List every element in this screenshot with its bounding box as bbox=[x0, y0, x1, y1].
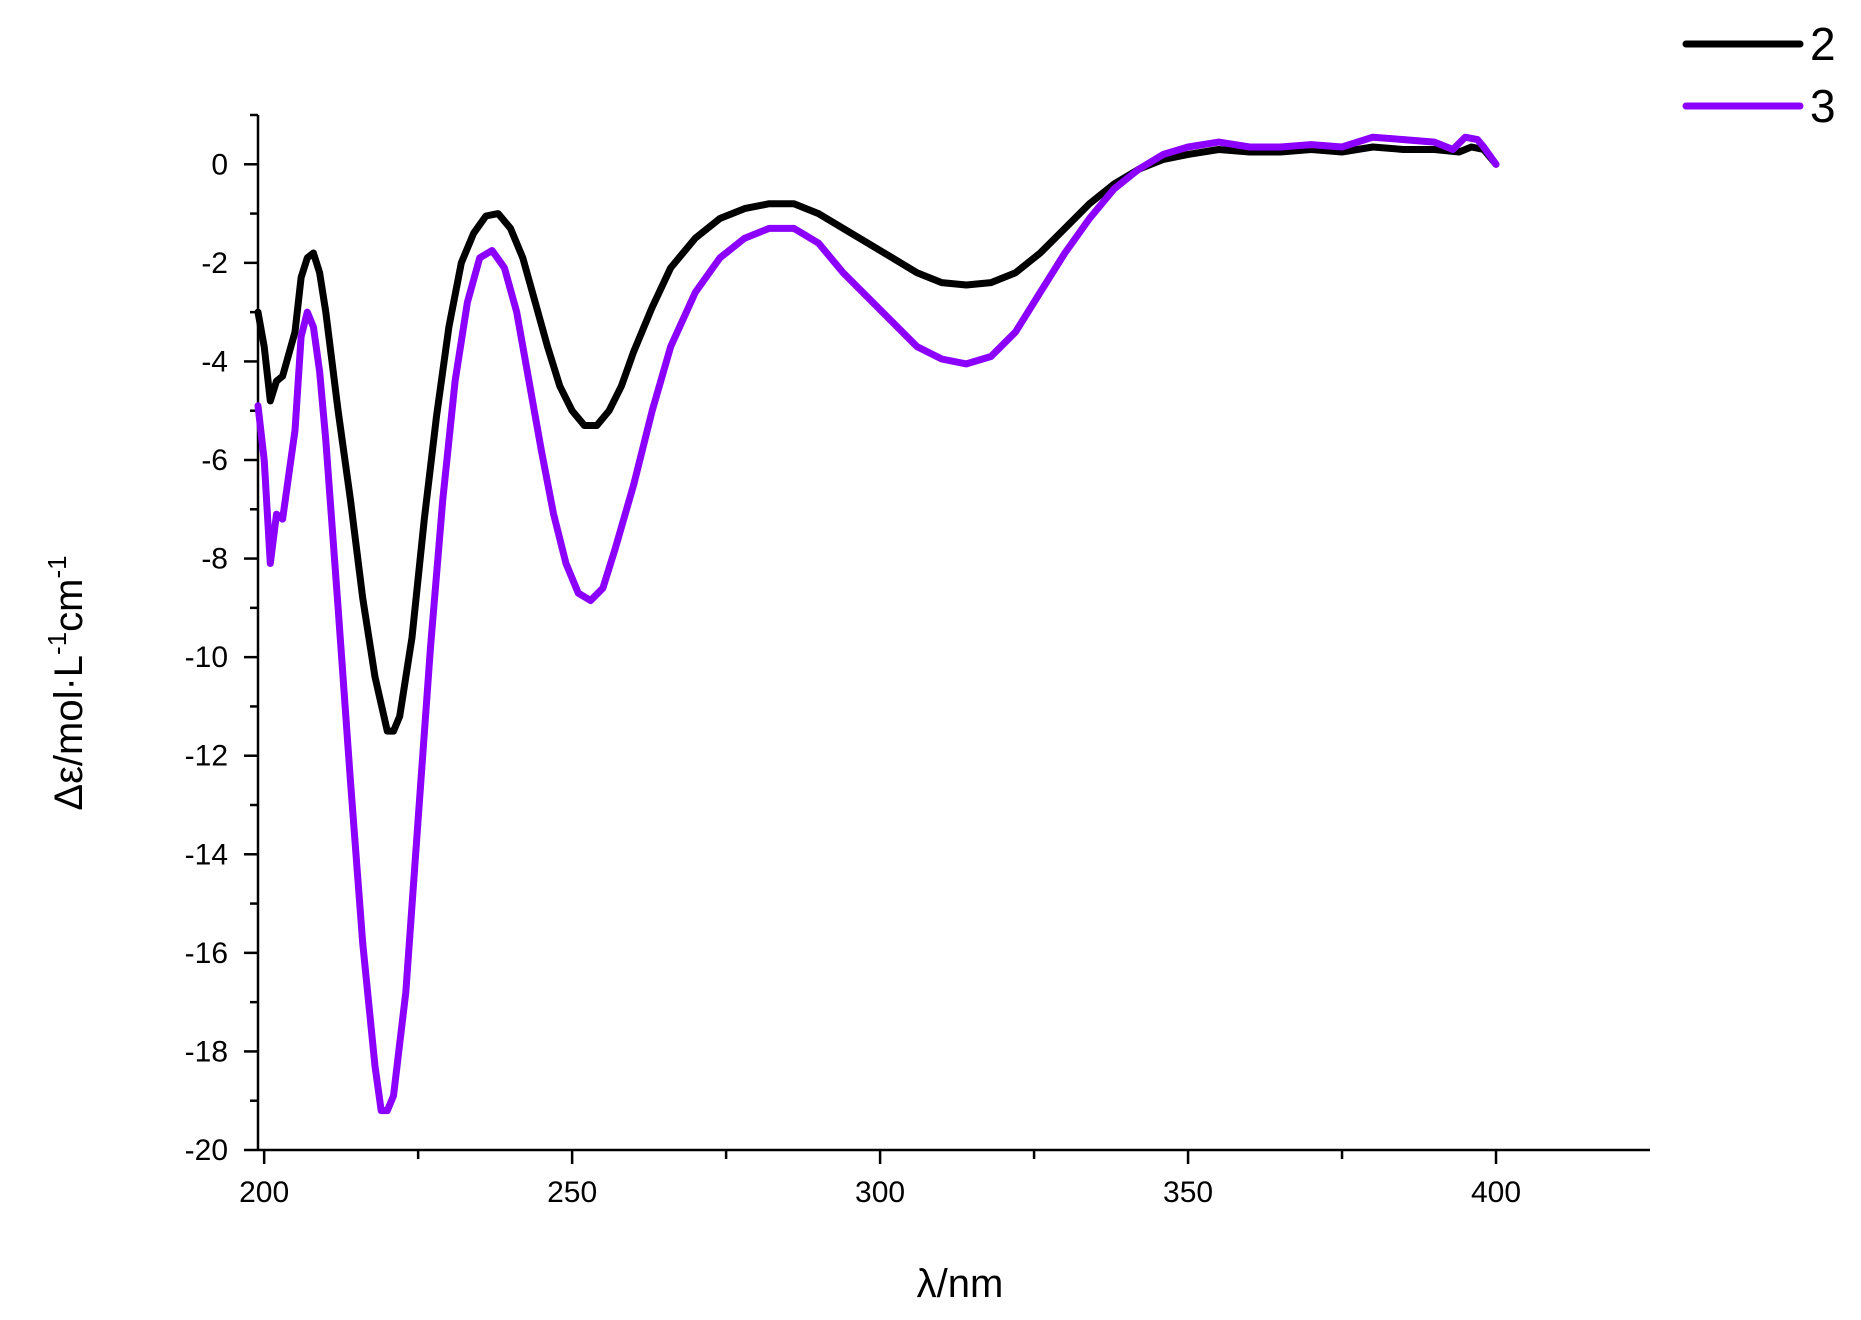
y-axis-title: Δε/mol·L-1cm-1 bbox=[42, 555, 91, 810]
x-axis-title: λ/nm bbox=[917, 1262, 1004, 1306]
x-tick-label: 400 bbox=[1471, 1176, 1521, 1209]
legend-label-2: 2 bbox=[1810, 18, 1836, 70]
y-axis-title-mid: cm bbox=[47, 578, 91, 631]
x-tick-label: 200 bbox=[239, 1176, 289, 1209]
series-line-2 bbox=[254, 143, 1500, 735]
y-tick-label: -8 bbox=[201, 543, 228, 576]
y-axis-title-sup2: -1 bbox=[42, 555, 72, 578]
x-axis: 200 250 300 350 400 bbox=[239, 1148, 1650, 1209]
x-tick-label: 250 bbox=[547, 1176, 597, 1209]
y-tick-label: -14 bbox=[185, 838, 228, 871]
x-tick-label: 350 bbox=[1163, 1176, 1213, 1209]
y-tick-label: 0 bbox=[211, 148, 228, 181]
y-tick-label: -20 bbox=[185, 1134, 228, 1167]
y-tick-label: -10 bbox=[185, 641, 228, 674]
legend: 23 bbox=[1682, 18, 1836, 132]
y-tick-label: -12 bbox=[185, 740, 228, 773]
y-axis-title-sup1: -1 bbox=[42, 632, 72, 655]
x-tick-label: 300 bbox=[855, 1176, 905, 1209]
y-axis-title-main: Δε/mol·L bbox=[47, 655, 91, 811]
series-line-3 bbox=[254, 133, 1500, 1115]
plot-lines bbox=[254, 133, 1500, 1115]
y-tick-label: -4 bbox=[201, 345, 228, 378]
y-axis: 0 -2 -4 -6 -8 -10 -12 -14 -16 -18 -20 bbox=[185, 113, 260, 1167]
y-tick-label: -2 bbox=[201, 247, 228, 280]
y-tick-label: -18 bbox=[185, 1035, 228, 1068]
legend-label-3: 3 bbox=[1810, 80, 1836, 132]
y-tick-label: -16 bbox=[185, 937, 228, 970]
y-tick-label: -6 bbox=[201, 444, 228, 477]
